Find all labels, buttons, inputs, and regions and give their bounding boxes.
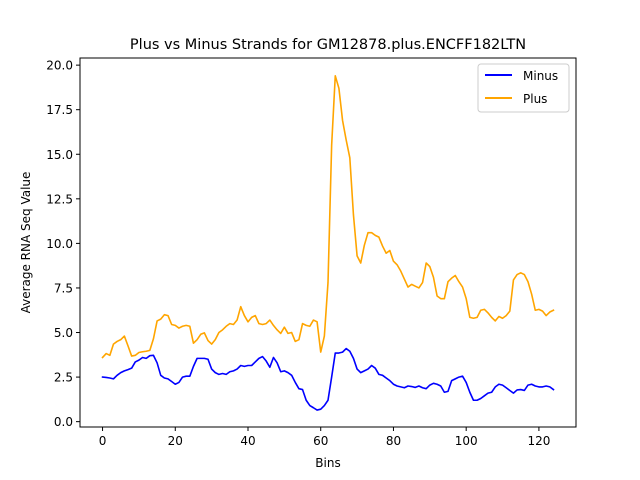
chart-title: Plus vs Minus Strands for GM12878.plus.E… xyxy=(130,37,526,53)
y-tick-label: 0.0 xyxy=(54,415,73,429)
legend: Minus Plus xyxy=(477,63,570,113)
series-layer xyxy=(101,75,555,411)
x-tick-label: 40 xyxy=(240,434,255,448)
legend-label-plus: Plus xyxy=(523,92,547,106)
x-tick-label: 100 xyxy=(455,434,478,448)
x-axis-ticks: 0 20 40 60 80 100 120 xyxy=(99,427,550,448)
x-tick-label: 120 xyxy=(527,434,550,448)
y-tick-label: 5.0 xyxy=(54,326,73,340)
y-tick-label: 7.5 xyxy=(54,281,73,295)
x-tick-label: 20 xyxy=(168,434,183,448)
y-tick-label: 20.0 xyxy=(46,59,73,73)
series-line-minus xyxy=(101,347,555,411)
x-tick-label: 60 xyxy=(313,434,328,448)
x-tick-label: 0 xyxy=(99,434,107,448)
x-tick-label: 80 xyxy=(386,434,401,448)
plot-area xyxy=(79,57,577,428)
y-tick-label: 10.0 xyxy=(46,237,73,251)
plot-frame xyxy=(79,57,577,428)
y-axis-ticks: 0.0 2.5 5.0 7.5 10.0 12.5 15.0 17.5 20.0 xyxy=(46,59,80,429)
y-axis-label: Average RNA Seq Value xyxy=(19,172,33,314)
legend-label-minus: Minus xyxy=(523,69,558,83)
y-tick-label: 2.5 xyxy=(54,371,73,385)
series-line-plus xyxy=(101,75,555,359)
y-tick-label: 12.5 xyxy=(46,192,73,206)
y-tick-label: 15.0 xyxy=(46,148,73,162)
x-axis-label: Bins xyxy=(315,456,340,470)
y-tick-label: 17.5 xyxy=(46,103,73,117)
